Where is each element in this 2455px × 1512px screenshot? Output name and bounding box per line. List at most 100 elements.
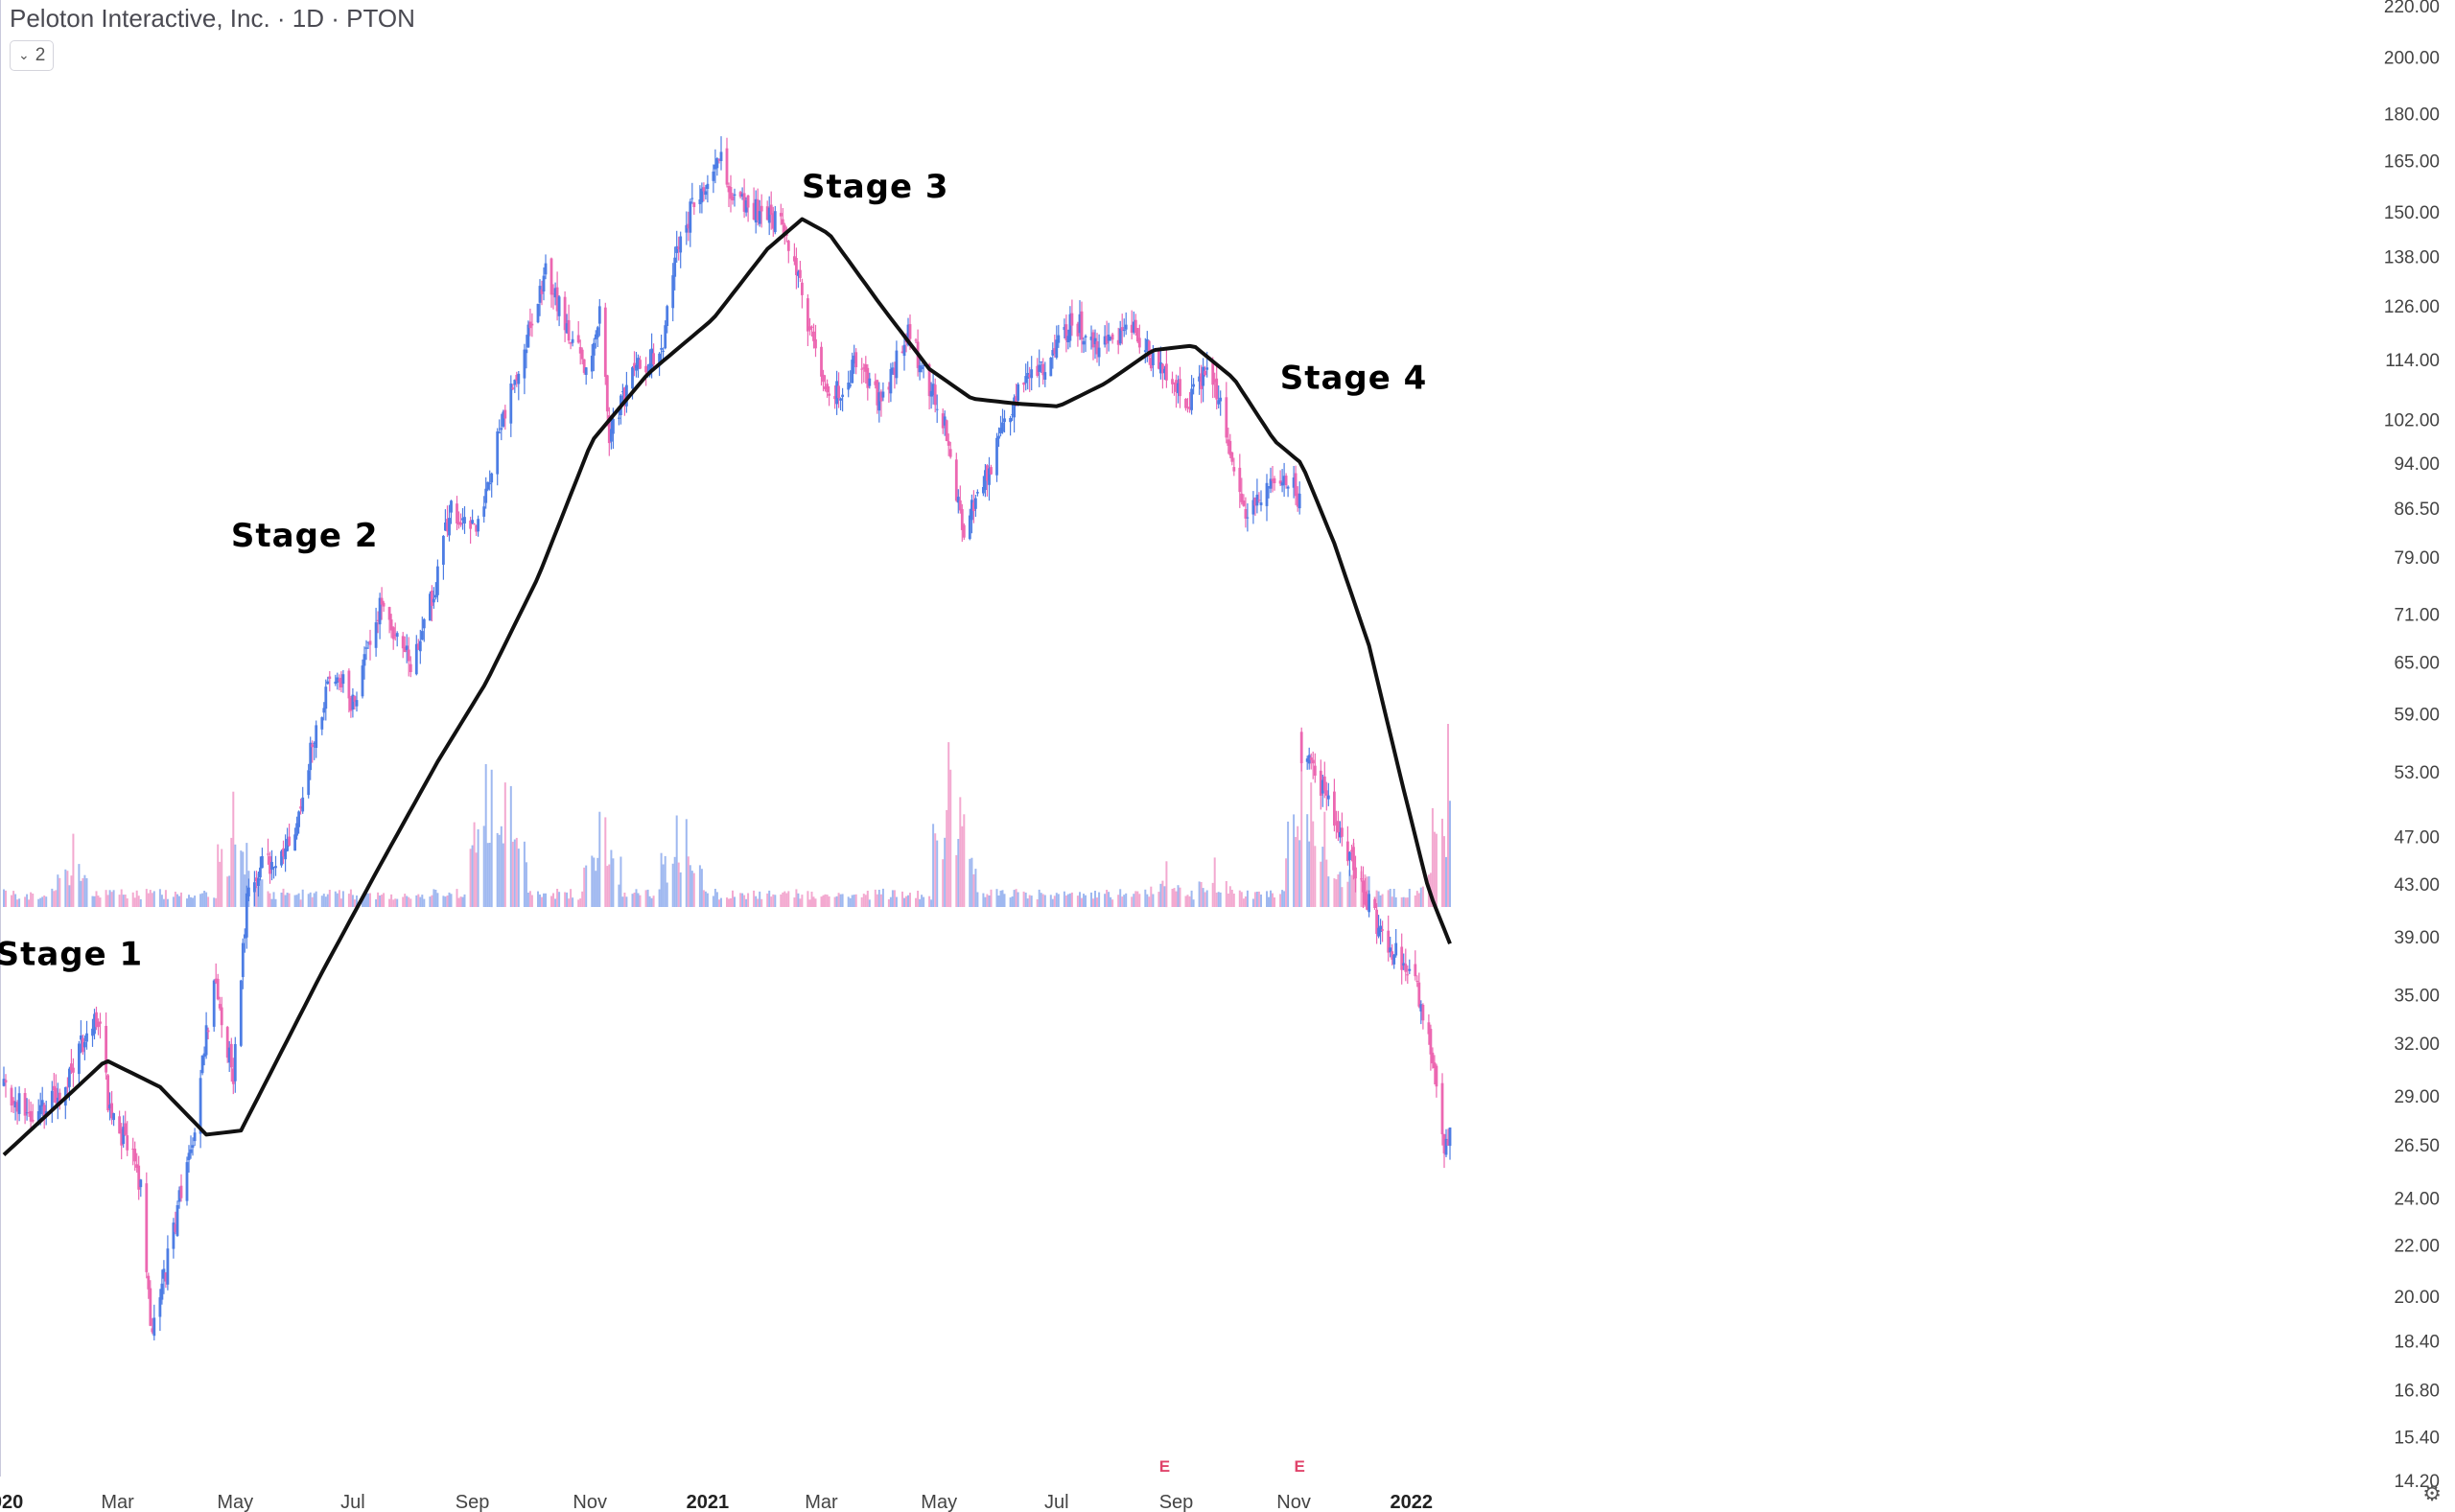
volume-bar [1443,836,1445,907]
volume-bar [482,826,485,907]
candle-body [719,151,723,161]
volume-bar [180,892,182,907]
volume-bar [1312,821,1315,907]
volume-bar [1051,898,1054,907]
candle-body [498,431,502,433]
volume-bar [1096,897,1098,907]
candle-body [690,198,694,199]
candle-body [502,411,505,427]
candle-body [1255,494,1259,506]
earnings-marker[interactable]: E [1295,1457,1305,1476]
volume-bar [1001,890,1004,907]
candle-body [1145,338,1149,351]
volume-bar [1260,895,1262,907]
volume-bar [14,894,17,907]
candle-body [812,331,815,341]
earnings-marker[interactable]: E [1159,1457,1170,1476]
volume-bar [854,894,857,907]
candle-body [1076,323,1080,337]
candle-body [220,1007,223,1026]
volume-bar [234,844,237,907]
candle-body [689,201,692,233]
volume-bar [1285,858,1288,907]
volume-bar [1394,896,1397,907]
price-tick-label: 14.20 [2394,1472,2440,1492]
volume-bar [448,892,451,907]
gear-icon[interactable]: ⚙ [2422,1482,2442,1506]
candle-body [1299,732,1303,763]
volume-bar [1381,894,1384,907]
candle-body [933,384,937,406]
volume-bar [583,867,586,907]
candle-body [429,593,432,621]
candle-body [1419,1004,1423,1012]
volume-bar [795,889,798,907]
candle-body [567,319,571,341]
volume-bar [313,893,316,907]
candle-body [824,386,827,389]
candle-body [1103,336,1107,345]
volume-bar [272,892,275,907]
volume-bar [423,898,426,907]
volume-bar [126,898,129,907]
volume-bar [704,891,707,907]
candle-body [1373,898,1376,908]
volume-bar [408,896,410,907]
volume-bar [242,851,245,907]
candle-body [158,1297,162,1317]
candle-body [974,498,977,509]
volume-bar [1081,897,1083,907]
candle-body [175,1205,179,1236]
volume-bar [720,897,722,907]
candle-body [866,367,870,388]
price-axis[interactable]: 220.00 200.00 180.00 165.00 150.00 138.00 126.… [2384,0,2440,1492]
volume-bar [1040,893,1042,907]
candle-body [1296,493,1299,507]
candle-body [1017,384,1019,401]
candle-body [1078,314,1082,334]
candle-body [29,1110,33,1122]
volume-bar [415,895,418,907]
candle-body [422,618,426,629]
candle-body [876,380,879,406]
candle-body [1404,964,1408,972]
candle-body [864,363,868,372]
candle-body [578,347,582,354]
volume-bar [1131,896,1134,907]
candle-body [131,1149,135,1150]
volume-bar [1165,861,1168,908]
candle-body [584,367,588,375]
candle-body [511,387,515,389]
volume-bar [1431,807,1434,907]
volume-bar [105,890,107,907]
candle-body [590,356,594,372]
candle-body [1003,418,1006,423]
indicators-toggle-button[interactable]: ⌄ 2 [10,40,55,71]
candle-body [1406,974,1410,976]
candle-body [1352,847,1355,871]
candle-body [908,324,912,339]
volume-bar [608,864,611,907]
volume-bar [728,898,730,907]
candle-body [108,1105,111,1109]
volume-bar [921,895,924,907]
volume-bar [618,884,620,907]
candle-body [139,1179,143,1188]
volume-bar [1136,891,1139,907]
candle-body [650,348,653,367]
candle-body [702,187,706,192]
volume-bar [43,896,46,907]
candle-body [334,681,338,685]
volume-bar [375,899,378,907]
volume-bar [528,891,531,907]
volume-bar [240,850,243,907]
volume-bar [463,894,466,907]
volume-bar [118,895,121,907]
volume-bar [1177,885,1180,907]
candle-body [1095,341,1099,355]
candle-body [841,394,844,397]
